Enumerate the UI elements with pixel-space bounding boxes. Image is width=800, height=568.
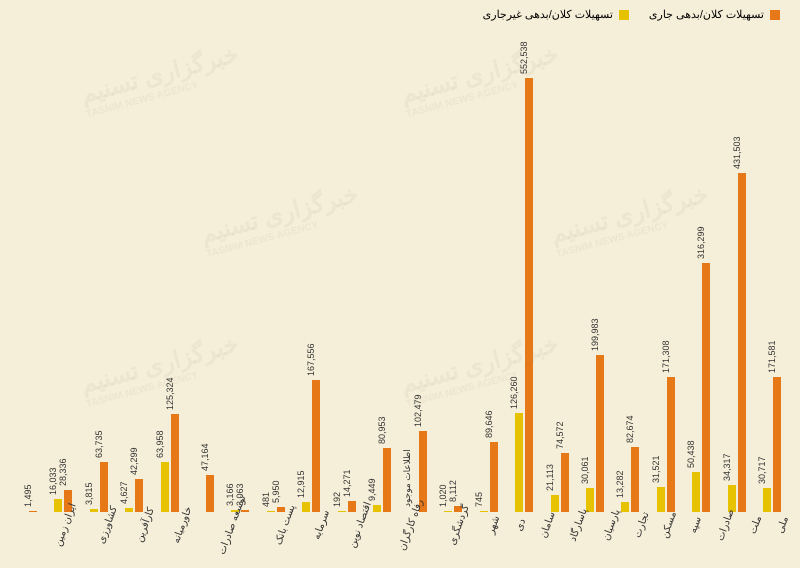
bar-value-label: 50,438 xyxy=(686,441,696,469)
bar-value-label: 13,282 xyxy=(615,470,625,498)
bar-current: 82,674 xyxy=(631,447,639,512)
bar-value-label: 199,983 xyxy=(590,318,600,351)
bar-noncurrent: 30,061 xyxy=(586,488,594,512)
bank-bar-group: 74,57221,113 xyxy=(542,30,577,512)
bar-current: 89,646 xyxy=(490,442,498,512)
bar-value-label: 8,112 xyxy=(448,480,458,502)
bar-current: 431,503 xyxy=(738,173,746,512)
bar-noncurrent: 16,033 xyxy=(54,499,62,512)
bar-value-label: 30,061 xyxy=(580,457,590,485)
bank-bar-group: 63,735 3,815 xyxy=(81,30,116,512)
bar-current: 199,983 xyxy=(596,355,604,512)
bar-value-label: 30,717 xyxy=(757,456,767,484)
bank-bar-group: 42,2994,627 xyxy=(116,30,151,512)
bank-bar-group: 167,556 12,915 xyxy=(294,30,329,512)
legend-swatch-current xyxy=(770,10,780,20)
bar-value-label: 316,299 xyxy=(696,227,706,260)
legend-label-noncurrent: تسهیلات کلان/بدهی غیرجاری xyxy=(483,8,613,21)
bar-value-label: 126,260 xyxy=(509,376,519,409)
bank-bar-group: 89,646 745 xyxy=(471,30,506,512)
bank-bar-group: 82,67413,282 xyxy=(613,30,648,512)
bar-current: 14,271 xyxy=(348,501,356,512)
chart-legend: تسهیلات کلان/بدهی جاری تسهیلات کلان/بدهی… xyxy=(483,8,780,21)
bar-value-label: 9,449 xyxy=(367,478,377,501)
bar-noncurrent: 50,438 xyxy=(692,472,700,512)
bank-bar-group: 102,479 اطلاعات موجود xyxy=(400,30,435,512)
bar-value-label: 28,336 xyxy=(58,458,68,486)
bar-value-label: 14,271 xyxy=(342,469,352,497)
legend-swatch-noncurrent xyxy=(619,10,629,20)
legend-item-noncurrent: تسهیلات کلان/بدهی غیرجاری xyxy=(483,8,629,21)
bank-bar-group: 5,950481 xyxy=(258,30,293,512)
bar-noncurrent: 126,260 xyxy=(515,413,523,512)
bank-bar-group: 47,164 xyxy=(187,30,222,512)
legend-label-current: تسهیلات کلان/بدهی جاری xyxy=(649,8,764,21)
bar-current: 125,324 xyxy=(171,414,179,512)
bar-value-label: 171,581 xyxy=(767,341,777,374)
bar-value-label: 21,113 xyxy=(545,465,555,492)
bar-value-label: 74,572 xyxy=(555,422,565,450)
bar-noncurrent: 21,113 xyxy=(551,495,559,512)
bar-value-label: 82,674 xyxy=(625,416,635,444)
bar-value-label: 1,020 xyxy=(438,484,448,507)
bank-bar-group: 14,271192 xyxy=(329,30,364,512)
bar-value-label: 3,815 xyxy=(84,482,94,505)
bar-noncurrent: 63,958 xyxy=(161,462,169,512)
bar-noncurrent: 30,717 xyxy=(763,488,771,512)
bar-value-label: اطلاعات موجود xyxy=(402,449,413,507)
bar-value-label: 167,556 xyxy=(306,344,316,377)
x-axis-labels: ملیملتصادراتسپهمسکنتجارتپارسیانپاسارگادس… xyxy=(10,512,790,557)
bar-value-label: 89,646 xyxy=(484,410,494,438)
bank-bar-group: 552,538126,260 xyxy=(506,30,541,512)
bar-noncurrent: 13,282 xyxy=(621,502,629,512)
bar-current: 171,308 xyxy=(667,377,675,512)
legend-item-current: تسهیلات کلان/بدهی جاری xyxy=(649,8,780,21)
bar-current: 63,735 xyxy=(100,462,108,512)
bar-value-label: 42,299 xyxy=(129,447,139,475)
bank-bar-group: 125,32463,958 xyxy=(152,30,187,512)
bar-value-label: 63,735 xyxy=(94,430,104,458)
bank-bar-group: 1,495 xyxy=(10,30,45,512)
chart-area: 171,58130,717431,50334,317316,29950,4381… xyxy=(10,30,790,512)
bar-value-label: 80,953 xyxy=(377,417,387,445)
bank-bar-group: 28,33616,033 xyxy=(45,30,80,512)
bars-container: 171,58130,717431,50334,317316,29950,4381… xyxy=(10,30,790,512)
bar-value-label: 63,958 xyxy=(155,430,165,458)
bar-current: 167,556 xyxy=(312,380,320,512)
bar-value-label: 4,627 xyxy=(119,482,129,505)
bank-bar-group: 199,98330,061 xyxy=(577,30,612,512)
bar-noncurrent: 31,521 xyxy=(657,487,665,512)
bar-current: 171,581 xyxy=(773,377,781,512)
bar-value-label: 102,479 xyxy=(413,395,423,428)
bar-current: 80,953 xyxy=(383,448,391,512)
bar-value-label: 47,164 xyxy=(200,443,210,471)
bar-value-label: 192 xyxy=(332,492,342,507)
bank-bar-group: 171,30831,521 xyxy=(648,30,683,512)
bar-value-label: 31,521 xyxy=(651,456,661,484)
bank-bar-group: 80,953 9,449 xyxy=(365,30,400,512)
bar-current: 42,299 xyxy=(135,479,143,512)
bar-value-label: 171,308 xyxy=(661,341,671,374)
bank-bar-group: 171,58130,717 xyxy=(755,30,790,512)
bar-value-label: 552,538 xyxy=(519,41,529,74)
bar-current: 74,572 xyxy=(561,453,569,512)
bar-value-label: 431,503 xyxy=(732,136,742,169)
bank-bar-group: 316,29950,438 xyxy=(684,30,719,512)
bar-current: 316,299 xyxy=(702,263,710,512)
bar-value-label: 5,950 xyxy=(271,481,281,504)
bar-value-label: 745 xyxy=(474,492,484,507)
bank-bar-group: 8,1121,020 xyxy=(435,30,470,512)
bank-bar-group: 431,503 34,317 xyxy=(719,30,754,512)
bar-value-label: 125,324 xyxy=(165,377,175,410)
bar-current: 47,164 xyxy=(206,475,214,512)
bar-value-label: 12,915 xyxy=(296,470,306,498)
bar-value-label: 34,317 xyxy=(722,454,732,482)
bar-current: 552,538 xyxy=(525,78,533,512)
bar-value-label: 16,033 xyxy=(48,468,58,496)
bar-value-label: 1,495 xyxy=(23,484,33,507)
bank-bar-group: 3,0633,166 xyxy=(223,30,258,512)
